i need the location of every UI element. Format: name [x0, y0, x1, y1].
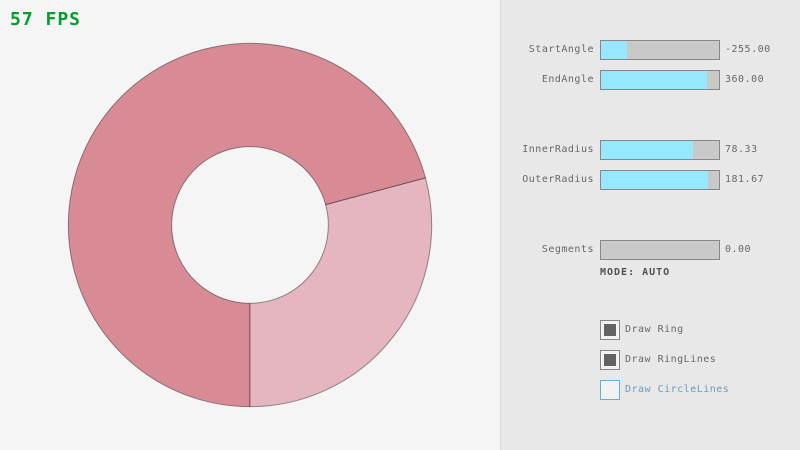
draw-ringlines-checkbox[interactable] [600, 350, 620, 370]
checkbox-label: Draw Ring [625, 324, 684, 335]
ring-figure [67, 42, 433, 408]
mode-label: MODE: AUTO [600, 267, 671, 278]
fps-counter: 57 FPS [10, 9, 82, 30]
checkbox-label: Draw RingLines [625, 354, 717, 365]
endangle-sliderbar[interactable] [600, 70, 720, 90]
slider-row-outerradius: OuterRadius 181.67 [500, 170, 800, 190]
panel-divider-line [500, 0, 501, 450]
checkbox-row-draw-ring: Draw Ring [500, 320, 800, 340]
controls-panel: StartAngle -255.00 EndAngle 360.00 Inner… [500, 0, 800, 450]
slider-label: EndAngle [541, 74, 594, 85]
slider-fill [601, 141, 694, 159]
slider-value: 181.67 [725, 174, 765, 185]
checkbox-row-draw-circlelines: Draw CircleLines [500, 380, 800, 400]
slider-label: OuterRadius [522, 174, 594, 185]
slider-value: 360.00 [725, 74, 765, 85]
slider-value: 0.00 [725, 244, 752, 255]
slider-value: 78.33 [725, 144, 758, 155]
slider-fill [601, 71, 708, 89]
slider-row-startangle: StartAngle -255.00 [500, 40, 800, 60]
checkbox-row-draw-ringlines: Draw RingLines [500, 350, 800, 370]
slider-label: Segments [541, 244, 594, 255]
slider-row-innerradius: InnerRadius 78.33 [500, 140, 800, 160]
startangle-sliderbar[interactable] [600, 40, 720, 60]
ring-sector-light [249, 177, 433, 408]
slider-label: InnerRadius [522, 144, 594, 155]
slider-row-segments: Segments 0.00 [500, 240, 800, 260]
checkbox-label: Draw CircleLines [625, 384, 730, 395]
slider-fill [601, 41, 627, 59]
slider-row-endangle: EndAngle 360.00 [500, 70, 800, 90]
segments-sliderbar[interactable] [600, 240, 720, 260]
draw-ring-checkbox[interactable] [600, 320, 620, 340]
ring-sector-dark [67, 42, 427, 408]
slider-label: StartAngle [528, 44, 594, 55]
outerradius-sliderbar[interactable] [600, 170, 720, 190]
draw-circlelines-checkbox[interactable] [600, 380, 620, 400]
slider-fill [601, 171, 709, 189]
innerradius-sliderbar[interactable] [600, 140, 720, 160]
slider-value: -255.00 [725, 44, 771, 55]
